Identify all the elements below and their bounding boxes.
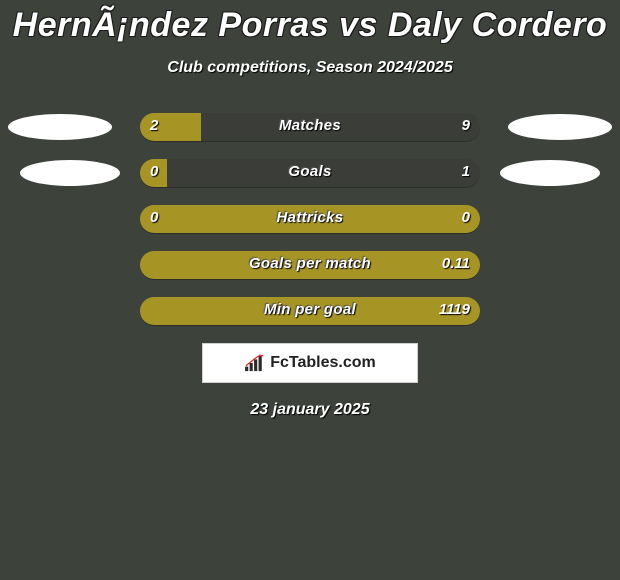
right-ellipse [508,114,612,140]
stat-label: Matches [140,117,480,134]
stat-bar: 01Goals [140,159,480,187]
logo-text: FcTables.com [270,354,376,372]
stat-row: 00Hattricks [0,205,620,233]
logo-box: FcTables.com [202,343,418,383]
stat-bar: 29Matches [140,113,480,141]
left-ellipse [20,160,120,186]
right-ellipse [500,160,600,186]
fctables-icon [244,354,266,372]
page-title: HernÃ¡ndez Porras vs Daly Cordero [0,0,620,45]
stat-bar: 0.11Goals per match [140,251,480,279]
comparison-chart: 29Matches 01Goals 00Hattricks 0.11Goals per… [0,113,620,325]
stat-row: 1119Min per goal [0,297,620,325]
date-text: 23 january 2025 [0,401,620,419]
stat-row: 29Matches [0,113,620,141]
stat-label: Goals per match [140,255,480,272]
stat-bar: 1119Min per goal [140,297,480,325]
stat-label: Hattricks [140,209,480,226]
subtitle: Club competitions, Season 2024/2025 [0,59,620,77]
stat-row: 01Goals [0,159,620,187]
stat-bar: 00Hattricks [140,205,480,233]
stat-row: 0.11Goals per match [0,251,620,279]
stat-label: Goals [140,163,480,180]
left-ellipse [8,114,112,140]
stat-label: Min per goal [140,301,480,318]
